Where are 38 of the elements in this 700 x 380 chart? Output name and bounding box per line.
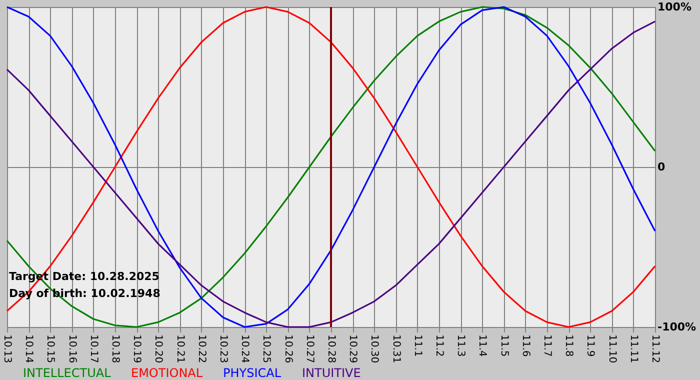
x-tick-label: 11.9	[584, 334, 596, 357]
x-tick-label: 10.31	[390, 334, 402, 364]
x-tick-label: 10.30	[368, 334, 380, 364]
x-tick-label: 10.15	[44, 334, 56, 364]
x-tick-label: 10.28	[326, 334, 336, 364]
x-tick-label: 10.17	[88, 334, 99, 364]
x-tick-label: 11.5	[498, 334, 510, 357]
x-tick-label: 11.3	[455, 334, 466, 357]
text: PHYSICAL	[223, 366, 282, 380]
text: EMOTIONAL	[131, 366, 203, 380]
x-tick-label: 11.4	[476, 334, 488, 357]
x-tick-label: 11.7	[542, 334, 552, 357]
x-tick-label: 10.18	[110, 334, 120, 364]
x-tick-label: 11.10	[606, 334, 618, 364]
x-tick-label: 11.6	[520, 334, 531, 357]
x-tick-label: 10.13	[2, 334, 12, 364]
x-tick-label: 10.27	[304, 334, 315, 364]
y-tick-label: 0	[658, 160, 666, 174]
x-tick-label: 11.8	[563, 334, 574, 357]
x-tick-label: 10.24	[239, 334, 250, 364]
x-tick-label: 11.2	[434, 334, 444, 357]
x-tick-label: 10.16	[66, 334, 78, 364]
x-tick-label: 11.11	[628, 334, 639, 364]
x-tick-label: 10.19	[131, 334, 142, 364]
x-tick-label: 10.26	[282, 334, 294, 364]
y-tick-label: -100%	[658, 320, 696, 334]
x-tick-label: 10.14	[23, 334, 34, 364]
x-tick-label: 10.21	[174, 334, 186, 364]
text: INTUITIVE	[302, 366, 361, 380]
text: INTELLECTUAL	[23, 366, 112, 380]
x-tick-label: 10.23	[218, 334, 228, 364]
x-tick-label: 11.1	[412, 334, 423, 357]
x-tick-label: 11.12	[650, 334, 660, 364]
x-tick-label: 10.25	[260, 334, 272, 364]
x-tick-label: 10.22	[196, 334, 207, 364]
x-tick-label: 10.20	[152, 334, 164, 364]
x-tick-label: 10.29	[347, 334, 358, 364]
y-tick-label: 100%	[658, 0, 692, 14]
